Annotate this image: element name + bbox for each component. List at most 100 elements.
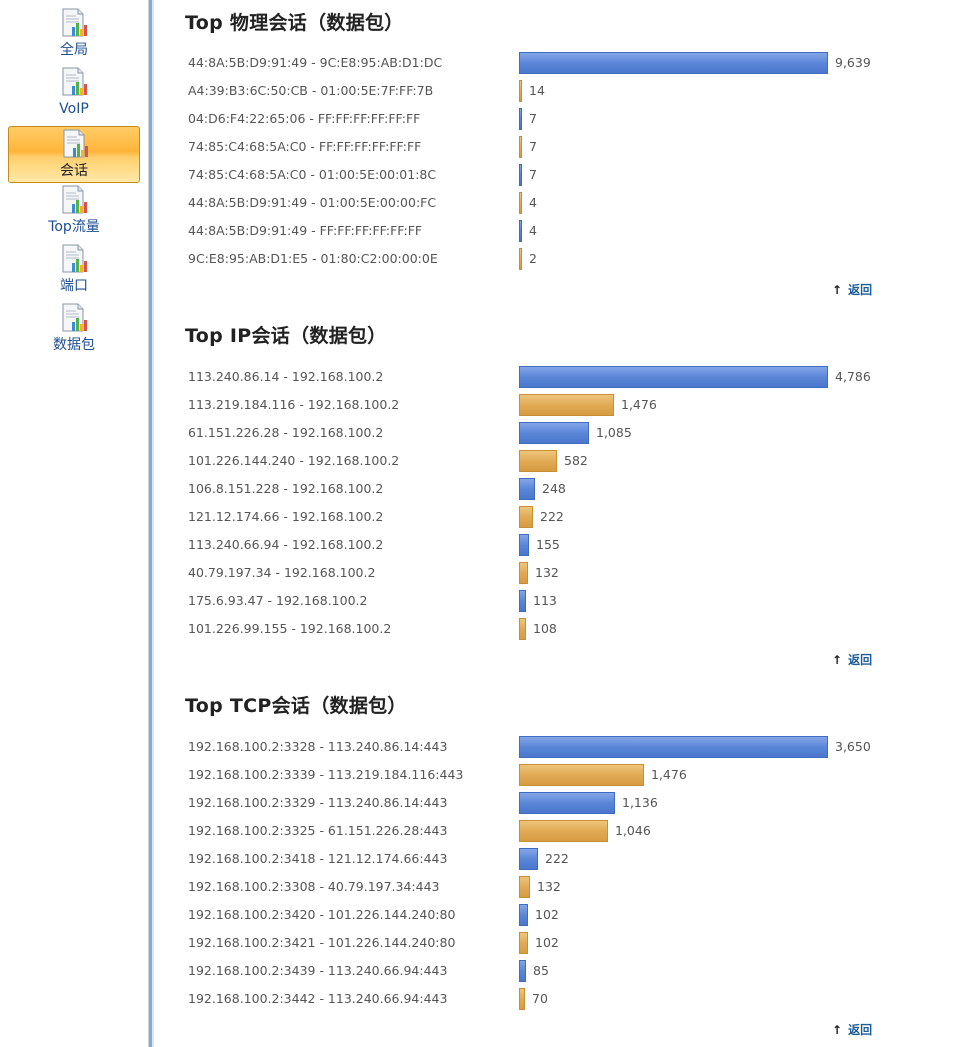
conversation-label: 74:85:C4:68:5A:C0 - FF:FF:FF:FF:FF:FF (188, 139, 422, 154)
packet-bar (519, 52, 828, 74)
packet-count: 102 (535, 935, 559, 950)
packet-bar (519, 764, 644, 786)
packet-bar (519, 450, 557, 472)
packet-bar (519, 562, 528, 584)
conversation-label: 101.226.99.155 - 192.168.100.2 (188, 621, 392, 636)
packet-count: 70 (532, 991, 548, 1006)
conversation-label: 192.168.100.2:3308 - 40.79.197.34:443 (188, 879, 440, 894)
conversation-label: 175.6.93.47 - 192.168.100.2 (188, 593, 368, 608)
sidebar-nav: 全局 VoIP 会话 Top流量端口数据包 (0, 0, 148, 1047)
sidebar-item-label: 端口 (60, 278, 88, 294)
back-to-top-link[interactable]: ↑ 返回 (832, 281, 872, 298)
sidebar-item-5[interactable]: 数据包 (8, 301, 140, 358)
packet-bar (519, 108, 522, 130)
packet-bar (519, 932, 528, 954)
conversation-label: 192.168.100.2:3329 - 113.240.86.14:443 (188, 795, 448, 810)
conversation-label: 74:85:C4:68:5A:C0 - 01:00:5E:00:01:8C (188, 167, 437, 182)
packet-bar (519, 590, 526, 612)
sidebar-item-4[interactable]: 端口 (8, 242, 140, 299)
packet-count: 155 (536, 537, 560, 552)
arrow-up-icon: ↑ (832, 653, 843, 667)
sidebar-item-3[interactable]: Top流量 (8, 183, 140, 240)
packet-bar (519, 876, 530, 898)
packet-bar (519, 220, 522, 242)
packet-count: 4 (529, 223, 537, 238)
sidebar-item-1[interactable]: VoIP (8, 65, 140, 122)
sidebar-item-label: 会话 (60, 163, 88, 179)
packet-count: 4 (529, 195, 537, 210)
packet-count: 1,476 (621, 397, 657, 412)
conversation-label: 192.168.100.2:3328 - 113.240.86.14:443 (188, 739, 448, 754)
sidebar-item-label: VoIP (59, 101, 89, 117)
packet-count: 2 (529, 251, 537, 266)
packet-bar (519, 848, 538, 870)
sidebar-item-0[interactable]: 全局 (8, 6, 140, 63)
sidebar-item-2[interactable]: 会话 (8, 126, 140, 183)
report-chart-icon (61, 185, 87, 215)
conversation-label: 44:8A:5B:D9:91:49 - 01:00:5E:00:00:FC (188, 195, 437, 210)
packet-count: 1,085 (596, 425, 632, 440)
conversation-label: A4:39:B3:6C:50:CB - 01:00:5E:7F:FF:7B (188, 83, 434, 98)
conversation-label: 44:8A:5B:D9:91:49 - 9C:E8:95:AB:D1:DC (188, 55, 443, 70)
sidebar-divider[interactable] (148, 0, 154, 1047)
conversation-label: 121.12.174.66 - 192.168.100.2 (188, 509, 384, 524)
packet-bar (519, 136, 522, 158)
packet-count: 222 (540, 509, 564, 524)
conversation-label: 101.226.144.240 - 192.168.100.2 (188, 453, 400, 468)
conversation-label: 9C:E8:95:AB:D1:E5 - 01:80:C2:00:00:0E (188, 251, 438, 266)
packet-bar (519, 792, 615, 814)
back-to-top-link[interactable]: ↑ 返回 (832, 1021, 872, 1038)
section-title: Top 物理会话（数据包） (185, 12, 404, 34)
packet-bar (519, 988, 525, 1010)
conversation-label: 192.168.100.2:3439 - 113.240.66.94:443 (188, 963, 448, 978)
arrow-up-icon: ↑ (832, 283, 843, 297)
conversation-label: 40.79.197.34 - 192.168.100.2 (188, 565, 376, 580)
packet-bar (519, 904, 528, 926)
conversation-label: 192.168.100.2:3421 - 101.226.144.240:80 (188, 935, 456, 950)
packet-bar (519, 960, 526, 982)
packet-count: 1,476 (651, 767, 687, 782)
back-label: 返回 (848, 653, 873, 667)
packet-count: 14 (529, 83, 545, 98)
packet-count: 4,786 (835, 369, 871, 384)
sidebar-item-label: Top流量 (48, 219, 100, 235)
section-title: Top IP会话（数据包） (185, 325, 387, 347)
packet-count: 582 (564, 453, 588, 468)
back-label: 返回 (848, 283, 873, 297)
conversation-label: 113.240.86.14 - 192.168.100.2 (188, 369, 384, 384)
packet-bar (519, 534, 529, 556)
conversation-label: 192.168.100.2:3420 - 101.226.144.240:80 (188, 907, 456, 922)
packet-bar (519, 736, 828, 758)
packet-count: 7 (529, 167, 537, 182)
back-label: 返回 (848, 1023, 873, 1037)
sidebar-item-label: 全局 (60, 42, 88, 58)
packet-bar (519, 248, 522, 270)
packet-count: 108 (533, 621, 557, 636)
conversation-label: 192.168.100.2:3325 - 61.151.226.28:443 (188, 823, 448, 838)
back-to-top-link[interactable]: ↑ 返回 (832, 651, 872, 668)
packet-count: 7 (529, 139, 537, 154)
packet-bar (519, 192, 522, 214)
section-title: Top TCP会话（数据包） (185, 695, 407, 717)
packet-bar (519, 394, 614, 416)
conversation-label: 192.168.100.2:3418 - 121.12.174.66:443 (188, 851, 448, 866)
packet-count: 9,639 (835, 55, 871, 70)
packet-bar (519, 164, 522, 186)
report-chart-icon (61, 67, 87, 97)
report-chart-icon (61, 303, 87, 333)
packet-count: 248 (542, 481, 566, 496)
packet-count: 132 (537, 879, 561, 894)
packet-count: 102 (535, 907, 559, 922)
report-chart-icon (61, 8, 87, 38)
conversation-label: 04:D6:F4:22:65:06 - FF:FF:FF:FF:FF:FF (188, 111, 421, 126)
conversation-label: 113.240.66.94 - 192.168.100.2 (188, 537, 384, 552)
packet-count: 132 (535, 565, 559, 580)
report-chart-icon (61, 244, 87, 274)
conversation-label: 44:8A:5B:D9:91:49 - FF:FF:FF:FF:FF:FF (188, 223, 423, 238)
packet-count: 1,136 (622, 795, 658, 810)
packet-count: 1,046 (615, 823, 651, 838)
packet-bar (519, 478, 535, 500)
conversation-label: 113.219.184.116 - 192.168.100.2 (188, 397, 400, 412)
packet-bar (519, 366, 828, 388)
packet-bar (519, 820, 608, 842)
